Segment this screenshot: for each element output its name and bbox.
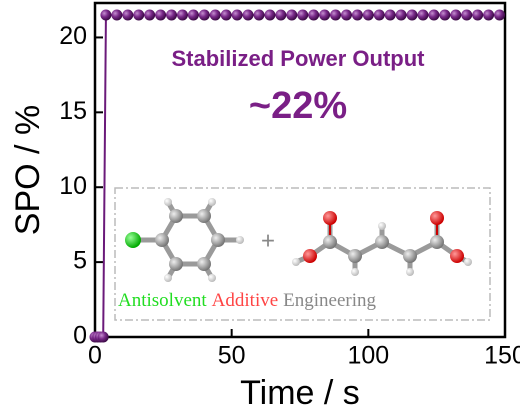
data-point xyxy=(220,9,232,21)
data-point xyxy=(319,9,331,21)
y-axis-label: SPO / % xyxy=(9,105,47,235)
data-point xyxy=(264,9,276,21)
inset-frame xyxy=(114,187,491,321)
x-axis-label: Time / s xyxy=(240,374,360,412)
data-point xyxy=(111,9,123,21)
data-point xyxy=(144,9,156,21)
data-point xyxy=(472,9,484,21)
data-point xyxy=(275,9,287,21)
data-point xyxy=(428,9,440,21)
data-point xyxy=(97,331,109,343)
data-point xyxy=(187,9,199,21)
inset-label: Engineering xyxy=(283,290,376,311)
plot-frame xyxy=(93,1,507,339)
data-point xyxy=(439,9,451,21)
inset-label: Antisolvent xyxy=(118,290,207,311)
data-point xyxy=(166,9,178,21)
inset: + Antisolvent Additive Engineering xyxy=(114,187,491,321)
data-point xyxy=(395,9,407,21)
data-point xyxy=(483,9,495,21)
data-point xyxy=(198,9,210,21)
plus-sign: + xyxy=(261,227,275,254)
data-point xyxy=(209,9,221,21)
data-point xyxy=(286,9,298,21)
annotation: ~22% xyxy=(249,85,347,127)
annotation: Stabilized Power Output xyxy=(171,46,425,71)
data-point xyxy=(417,9,429,21)
data-point xyxy=(253,9,265,21)
muconic-acid xyxy=(292,211,472,276)
chlorobenzene xyxy=(125,198,244,282)
data-point xyxy=(340,9,352,21)
data-point xyxy=(461,9,473,21)
data-point xyxy=(384,9,396,21)
data-point xyxy=(231,9,243,21)
y-tick-label: 0 xyxy=(73,322,87,350)
data-point xyxy=(406,9,418,21)
data-point xyxy=(362,9,374,21)
x-tick-label: 50 xyxy=(218,342,246,370)
y-tick-label: 5 xyxy=(73,247,87,275)
data-point xyxy=(494,9,506,21)
data-point xyxy=(100,9,112,21)
data-point xyxy=(122,9,134,21)
y-tick-label: 10 xyxy=(59,172,87,200)
data-point xyxy=(351,9,363,21)
inset-caption: Antisolvent Additive Engineering xyxy=(118,290,377,311)
data-point xyxy=(176,9,188,21)
x-tick-label: 150 xyxy=(484,342,520,370)
x-tick-label: 0 xyxy=(88,342,102,370)
data-point xyxy=(297,9,309,21)
data-point xyxy=(155,9,167,21)
inset-label: Additive xyxy=(212,290,279,311)
data-point xyxy=(308,9,320,21)
data-point xyxy=(133,9,145,21)
data-point xyxy=(450,9,462,21)
data-point xyxy=(242,9,254,21)
x-tick-label: 100 xyxy=(347,342,389,370)
y-tick-label: 20 xyxy=(59,22,87,50)
y-tick-label: 15 xyxy=(59,97,87,125)
data-point xyxy=(330,9,342,21)
data-point xyxy=(373,9,385,21)
